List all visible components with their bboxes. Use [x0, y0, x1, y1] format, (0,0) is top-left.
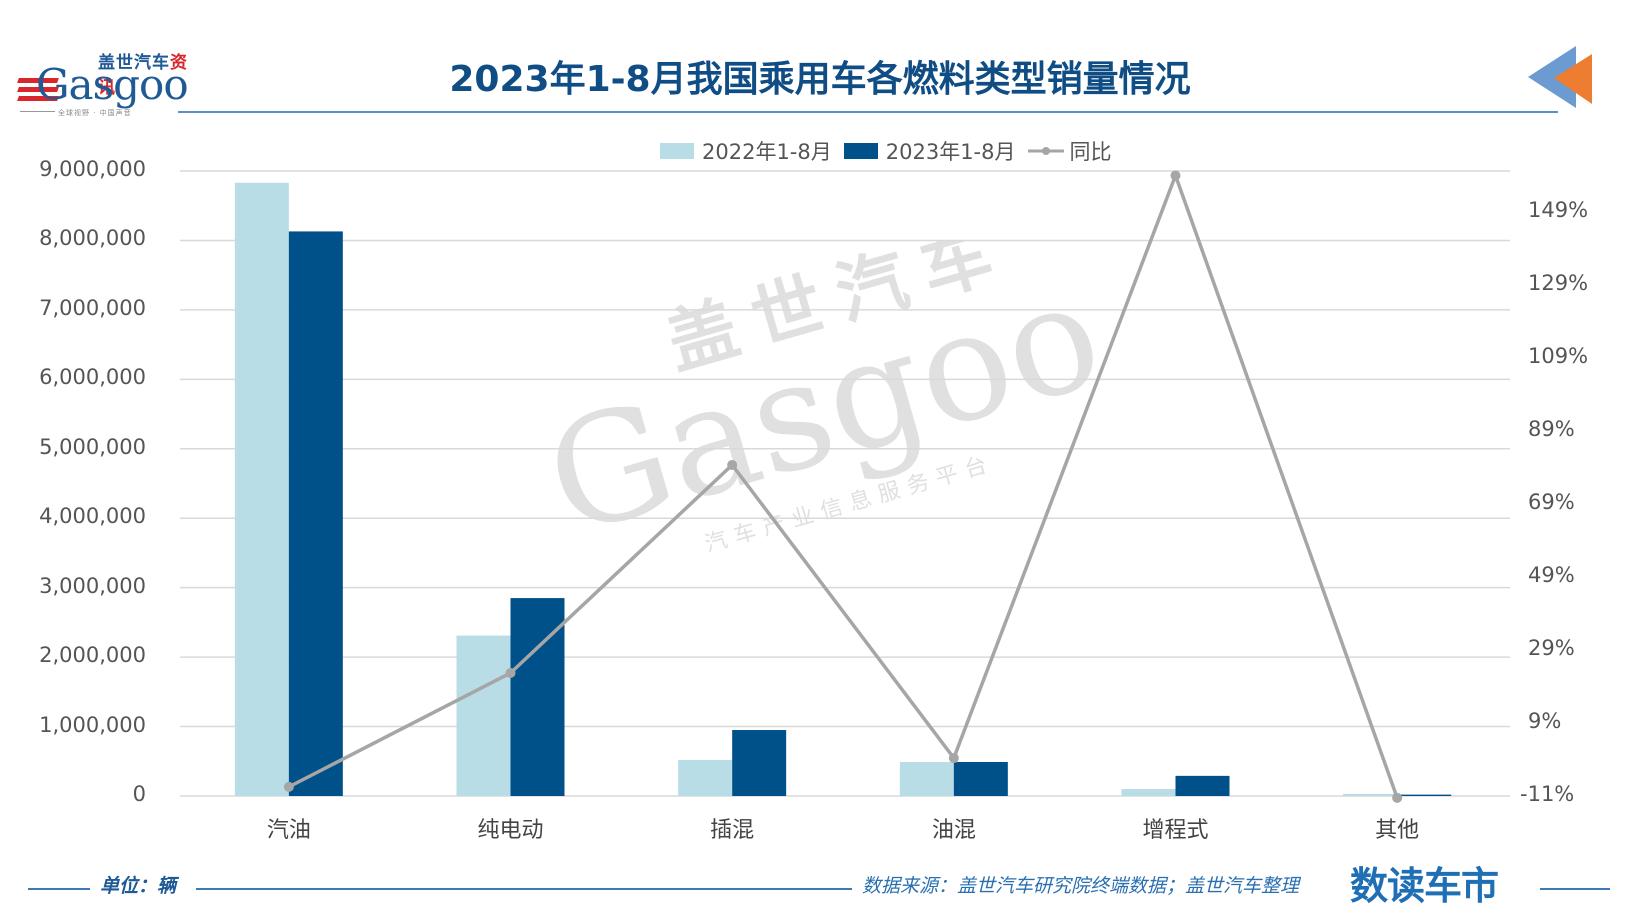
left-axis-tick: 4,000,000 — [39, 504, 146, 529]
bar-2022 — [456, 635, 511, 796]
left-axis-tick: 7,000,000 — [39, 295, 146, 320]
left-axis-tick: 1,000,000 — [39, 712, 146, 737]
brand-logo-text: 数读车市 — [1350, 864, 1499, 908]
x-axis-label: 其他 — [1375, 818, 1420, 843]
bar-2023 — [953, 761, 1008, 796]
legend-swatch-2022 — [660, 143, 694, 159]
logo-en-text: Gasgoo — [36, 60, 189, 109]
left-axis-tick: 5,000,000 — [39, 434, 146, 459]
left-axis-tick: 0 — [132, 782, 146, 806]
left-axis-tick: 9,000,000 — [39, 157, 146, 181]
x-axis-label: 增程式 — [1142, 818, 1209, 843]
legend-label-2022: 2022年1-8月 — [702, 140, 832, 164]
right-axis-tick: -11% — [1520, 782, 1575, 806]
bar-2022 — [1343, 793, 1398, 796]
logo-cn-text: 盖世汽车资讯 — [98, 53, 188, 98]
legend-item-2023: 2023年1-8月 — [843, 136, 1016, 166]
x-axis-label: 插混 — [710, 818, 755, 843]
gasgoo-logo: 盖世汽车资讯 Gasgoo 全球视野 · 中国声音 — [17, 48, 198, 118]
yoy-point — [283, 781, 294, 792]
logo-divider — [20, 111, 55, 112]
bar-2023 — [1175, 775, 1230, 796]
yoy-point — [727, 459, 738, 470]
bar-2023 — [1397, 794, 1452, 796]
bar-2022 — [1121, 789, 1176, 796]
chart-title: 2023年1-8月我国乘用车各燃料类型销量情况 — [449, 59, 1191, 100]
legend-item-yoy: 同比 — [1027, 136, 1112, 166]
left-axis-tick: 8,000,000 — [39, 226, 146, 251]
yoy-point — [1170, 170, 1181, 181]
right-axis-tick: 149% — [1528, 198, 1589, 222]
x-axis-label: 纯电动 — [477, 818, 544, 843]
legend-label-yoy: 同比 — [1069, 140, 1112, 164]
left-axis-tick: 2,000,000 — [39, 643, 146, 668]
x-axis-label: 汽油 — [266, 818, 311, 843]
left-axis-tick: 3,000,000 — [39, 573, 146, 598]
yoy-point — [1392, 792, 1403, 803]
right-axis-tick: 129% — [1528, 271, 1589, 295]
right-axis-tick: 89% — [1528, 417, 1575, 441]
x-axis-label: 油混 — [931, 818, 976, 843]
bar-2023 — [288, 231, 343, 796]
double-triangle-arrow-left-icon — [1528, 46, 1592, 108]
legend-line-marker-icon — [1027, 147, 1064, 155]
bar-2022 — [899, 761, 954, 796]
bar-2022 — [234, 182, 289, 797]
yoy-point — [505, 667, 516, 678]
right-axis-tick: 69% — [1528, 490, 1575, 514]
footer-divider-left — [28, 888, 90, 890]
footer-divider-mid — [196, 888, 852, 890]
bar-2023 — [732, 730, 787, 796]
unit-label: 单位：辆 — [100, 875, 177, 897]
footer-divider-right — [1540, 888, 1610, 890]
legend-item-2022: 2022年1-8月 — [660, 136, 832, 166]
left-axis-tick: 6,000,000 — [39, 365, 146, 390]
right-axis-tick: 9% — [1528, 709, 1562, 733]
logo-slogan: 全球视野 · 中国声音 — [58, 109, 132, 117]
right-axis-tick: 109% — [1528, 344, 1589, 368]
bar-2022 — [678, 759, 733, 796]
chart-legend: 2022年1-8月 2023年1-8月 同比 — [660, 138, 1124, 164]
header-divider — [178, 111, 1558, 113]
yoy-line — [288, 173, 1399, 799]
legend-label-2023: 2023年1-8月 — [885, 140, 1016, 164]
legend-swatch-2023 — [843, 143, 878, 159]
right-axis-tick: 49% — [1528, 563, 1575, 587]
yoy-point — [948, 753, 959, 764]
right-axis-tick: 29% — [1528, 636, 1575, 660]
data-source: 数据来源：盖世汽车研究院终端数据；盖世汽车整理 — [862, 875, 1300, 897]
